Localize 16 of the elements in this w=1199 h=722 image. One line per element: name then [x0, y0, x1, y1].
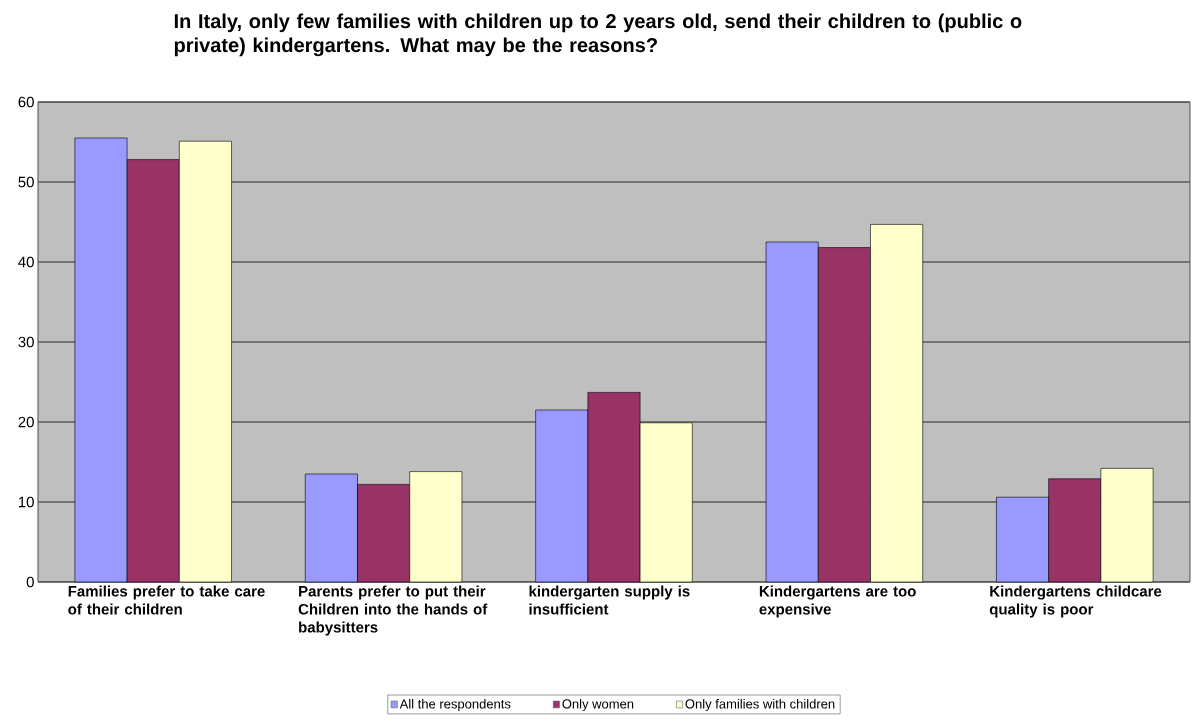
y-tick-label: 0 [26, 576, 34, 588]
x-tick-label: Kindergartens childcare quality is poor [989, 585, 1162, 618]
legend-label: Only women [562, 698, 634, 712]
x-tick-label: Parents prefer to put their Children into the hands of babysitters [298, 585, 488, 636]
y-tick-label: 10 [18, 496, 34, 508]
x-tick-label: Families prefer to take care of their children [68, 585, 265, 615]
y-tick-label: 50 [18, 176, 34, 188]
x-tick-label: kindergarten supply is insufficient [529, 585, 690, 615]
legend-label: Only families with children [685, 698, 835, 712]
y-tick-label: 30 [18, 336, 34, 348]
x-tick-label: Kindergartens are too expensive [759, 585, 916, 618]
y-tick-label: 60 [18, 96, 34, 108]
chart-title: In Italy, only few families with children up to 2 years old, send their children to (public o private) kindergartens. What may be the reasons? [174, 13, 1022, 57]
legend-label: All the respondents [399, 698, 511, 712]
y-tick-label: 20 [18, 416, 34, 428]
y-tick-label: 40 [18, 256, 34, 268]
